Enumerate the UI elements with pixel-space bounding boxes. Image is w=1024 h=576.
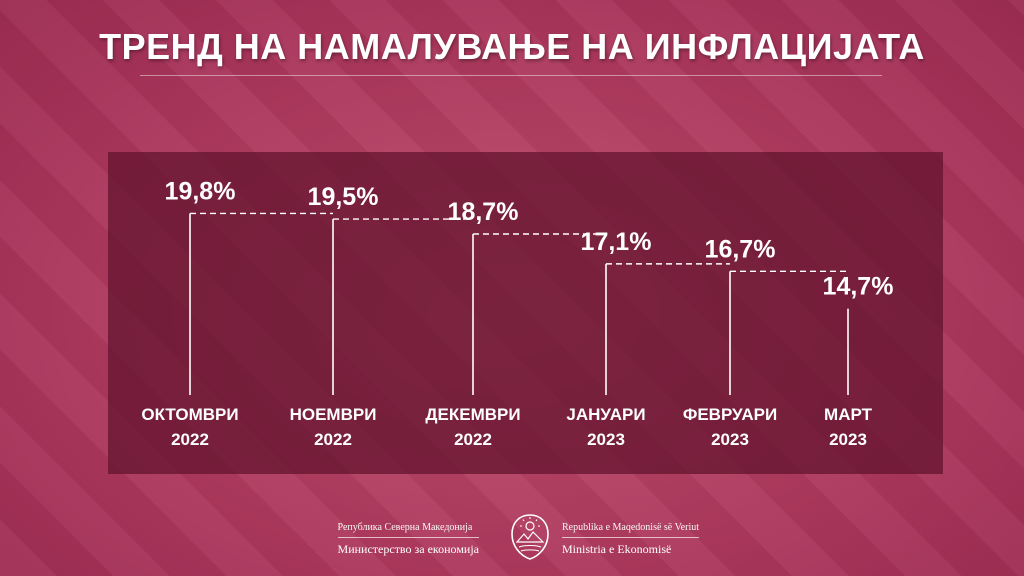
category-year: 2022 — [454, 430, 492, 449]
category-year: 2023 — [711, 430, 749, 449]
data-label: 19,5% — [308, 183, 379, 211]
category-year: 2022 — [171, 430, 209, 449]
category-year: 2023 — [829, 430, 867, 449]
footer-right-ministry: Ministria e Ekonomisë — [562, 542, 672, 556]
page-title: ТРЕНД НА НАМАЛУВАЊЕ НА ИНФЛАЦИЈАТА — [99, 26, 925, 67]
category-label: ЈАНУАРИ — [566, 405, 645, 424]
data-label: 19,8% — [165, 177, 236, 205]
footer-left-country: Република Северна Македонија — [337, 522, 479, 538]
category-year: 2023 — [587, 430, 625, 449]
category-label: МАРТ — [824, 405, 873, 424]
coat-of-arms-icon — [511, 514, 549, 560]
category-label: ДЕКЕМВРИ — [425, 405, 520, 424]
data-label: 17,1% — [581, 228, 652, 256]
title-divider — [140, 75, 882, 76]
category-label: ФЕВРУАРИ — [683, 405, 777, 424]
footer-left: Република Северна Македонија Министерств… — [337, 522, 479, 557]
category-label: ОКТОМВРИ — [141, 405, 238, 424]
category-label: НОЕМВРИ — [290, 405, 377, 424]
footer-right-country: Republika e Maqedonisë së Veriut — [562, 522, 700, 538]
chart-panel — [108, 152, 943, 474]
footer-right: Republika e Maqedonisë së Veriut Ministr… — [562, 522, 700, 557]
data-label: 16,7% — [705, 235, 776, 263]
data-label: 18,7% — [448, 198, 519, 226]
footer-left-ministry: Министерство за економија — [337, 542, 479, 556]
footer: Република Северна Македонија Министерств… — [0, 510, 1024, 576]
data-label: 14,7% — [823, 273, 894, 301]
category-year: 2022 — [314, 430, 352, 449]
